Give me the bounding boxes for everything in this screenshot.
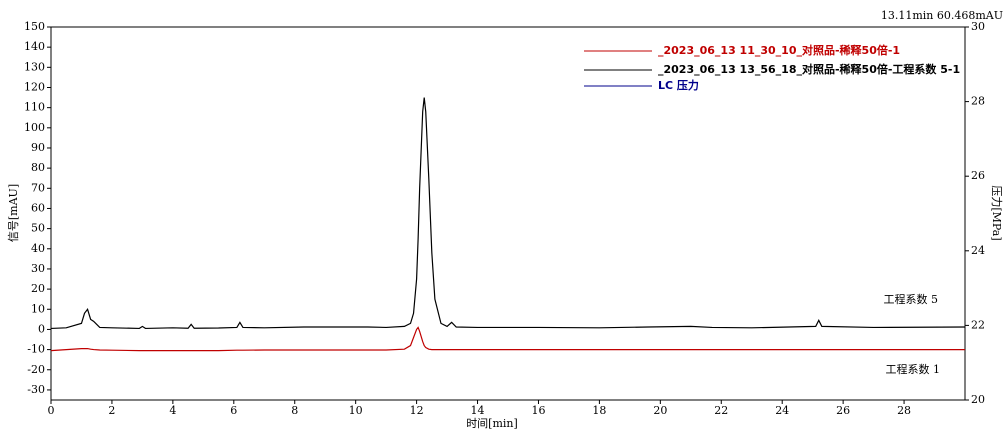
y-tick-label: -10 bbox=[27, 343, 45, 356]
series-line bbox=[50, 97, 966, 330]
y-tick-label: -20 bbox=[27, 363, 45, 376]
y-tick-label: 80 bbox=[31, 161, 45, 174]
y-tick-label: 70 bbox=[31, 181, 45, 194]
y2-tick-label: 30 bbox=[971, 20, 985, 33]
legend-label: LC 压力 bbox=[658, 78, 699, 92]
x-tick-label: 16 bbox=[531, 404, 545, 417]
y-tick-label: 10 bbox=[31, 302, 45, 315]
y-tick-label: 140 bbox=[24, 40, 45, 53]
series-line bbox=[50, 326, 965, 352]
y-tick-label: 130 bbox=[24, 60, 45, 73]
x-tick-label: 24 bbox=[775, 404, 789, 417]
annotation: 13.11min 60.468mAU bbox=[881, 9, 1003, 22]
x-tick-label: 26 bbox=[836, 404, 850, 417]
x-tick-label: 12 bbox=[410, 404, 424, 417]
x-tick-label: 28 bbox=[897, 404, 911, 417]
y-axis-label: 信号[mAU] bbox=[7, 184, 20, 242]
x-axis-label: 时间[min] bbox=[466, 417, 518, 430]
y2-tick-label: 26 bbox=[971, 169, 985, 182]
x-tick-label: 18 bbox=[592, 404, 606, 417]
x-tick-label: 6 bbox=[230, 404, 237, 417]
y-tick-label: 50 bbox=[31, 222, 45, 235]
y2-axis-label: 压力[MPa] bbox=[990, 185, 1003, 240]
x-tick-label: 10 bbox=[349, 404, 363, 417]
y-tick-label: 100 bbox=[24, 121, 45, 134]
y-tick-label: 90 bbox=[31, 141, 45, 154]
y-tick-label: 110 bbox=[24, 101, 45, 114]
y-tick-label: 120 bbox=[24, 80, 45, 93]
plot-frame bbox=[50, 26, 966, 401]
y2-tick-label: 28 bbox=[971, 95, 985, 108]
y-tick-label: 40 bbox=[31, 242, 45, 255]
y-tick-label: 60 bbox=[31, 201, 45, 214]
y2-tick-label: 20 bbox=[971, 393, 985, 406]
x-tick-label: 20 bbox=[653, 404, 667, 417]
y-tick-label: 20 bbox=[31, 282, 45, 295]
y-tick-label: 30 bbox=[31, 262, 45, 275]
y-tick-label: 150 bbox=[24, 20, 45, 33]
y2-tick-label: 24 bbox=[971, 244, 985, 257]
y2-tick-label: 22 bbox=[971, 318, 985, 331]
x-tick-label: 4 bbox=[169, 404, 176, 417]
x-tick-label: 0 bbox=[48, 404, 55, 417]
x-tick-label: 8 bbox=[291, 404, 298, 417]
annotation: 工程系数 5 bbox=[884, 293, 939, 306]
x-tick-label: 14 bbox=[471, 404, 485, 417]
legend-label: _2023_06_13 11_30_10_对照品-稀释50倍-1 bbox=[658, 43, 900, 57]
x-tick-label: 22 bbox=[714, 404, 728, 417]
y-tick-label: 0 bbox=[38, 322, 45, 335]
annotation: 工程系数 1 bbox=[886, 363, 941, 376]
legend-label: _2023_06_13 13_56_18_对照品-稀释50倍-工程系数 5-1 bbox=[658, 62, 960, 76]
x-tick-label: 2 bbox=[108, 404, 115, 417]
y-tick-label: -30 bbox=[27, 383, 45, 396]
